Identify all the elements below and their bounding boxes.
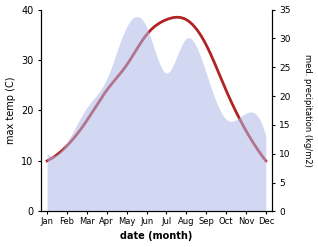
Y-axis label: max temp (C): max temp (C) bbox=[5, 77, 16, 144]
X-axis label: date (month): date (month) bbox=[120, 231, 193, 242]
Y-axis label: med. precipitation (kg/m2): med. precipitation (kg/m2) bbox=[303, 54, 313, 167]
